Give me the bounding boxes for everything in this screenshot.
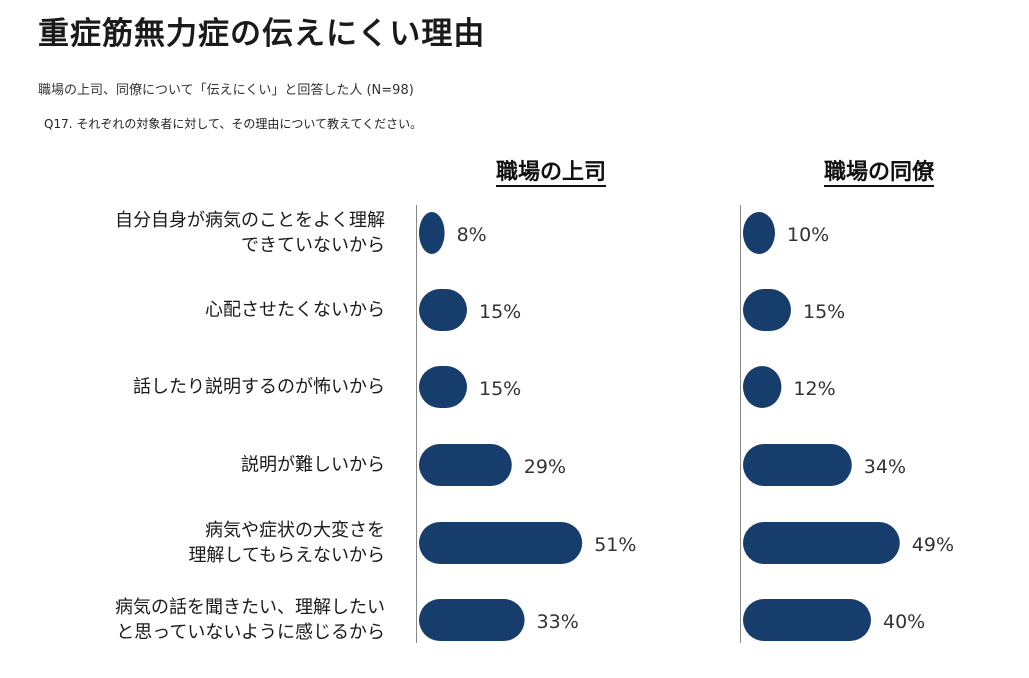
value-label: 51% xyxy=(594,534,636,556)
value-label: 15% xyxy=(479,378,521,400)
chart-subtitle: 職場の上司、同僚について「伝えにくい」と回答した人 (N=98) xyxy=(38,83,414,98)
category-label: 心配させたくないから xyxy=(205,300,385,321)
value-label: 40% xyxy=(883,611,925,633)
bar xyxy=(743,444,852,486)
bar xyxy=(743,289,791,331)
category-label: 理解してもらえないから xyxy=(188,545,385,566)
category-label: 自分自身が病気のことをよく理解 xyxy=(115,210,385,231)
survey-question: Q17. それぞれの対象者に対して、その理由について教えてください。 xyxy=(44,117,423,131)
bar xyxy=(419,366,467,408)
bar xyxy=(419,599,525,641)
category-label: できていないから xyxy=(241,235,385,256)
value-label: 33% xyxy=(537,611,579,633)
value-label: 34% xyxy=(864,456,906,478)
bar xyxy=(419,289,467,331)
category-label: 説明が難しいから xyxy=(241,455,385,476)
series-title: 職場の上司 xyxy=(496,159,606,185)
bar xyxy=(743,599,871,641)
value-label: 29% xyxy=(524,456,566,478)
bar xyxy=(743,366,782,408)
bar xyxy=(743,522,900,564)
value-label: 12% xyxy=(793,378,835,400)
bar xyxy=(419,212,445,254)
category-label: 病気や症状の大変さを xyxy=(205,520,385,541)
bar xyxy=(419,444,512,486)
value-label: 49% xyxy=(912,534,954,556)
value-label: 15% xyxy=(479,301,521,323)
series-title: 職場の同僚 xyxy=(824,159,935,185)
value-label: 10% xyxy=(787,224,829,246)
page-title: 重症筋無力症の伝えにくい理由 xyxy=(38,16,486,52)
value-label: 8% xyxy=(457,224,487,246)
category-label: 病気の話を聞きたい、理解したい xyxy=(115,597,385,618)
category-label: と思っていないように感じるから xyxy=(116,622,385,643)
bar xyxy=(743,212,775,254)
bar xyxy=(419,522,583,564)
category-label: 話したり説明するのが怖いから xyxy=(133,377,385,398)
value-label: 15% xyxy=(803,301,845,323)
